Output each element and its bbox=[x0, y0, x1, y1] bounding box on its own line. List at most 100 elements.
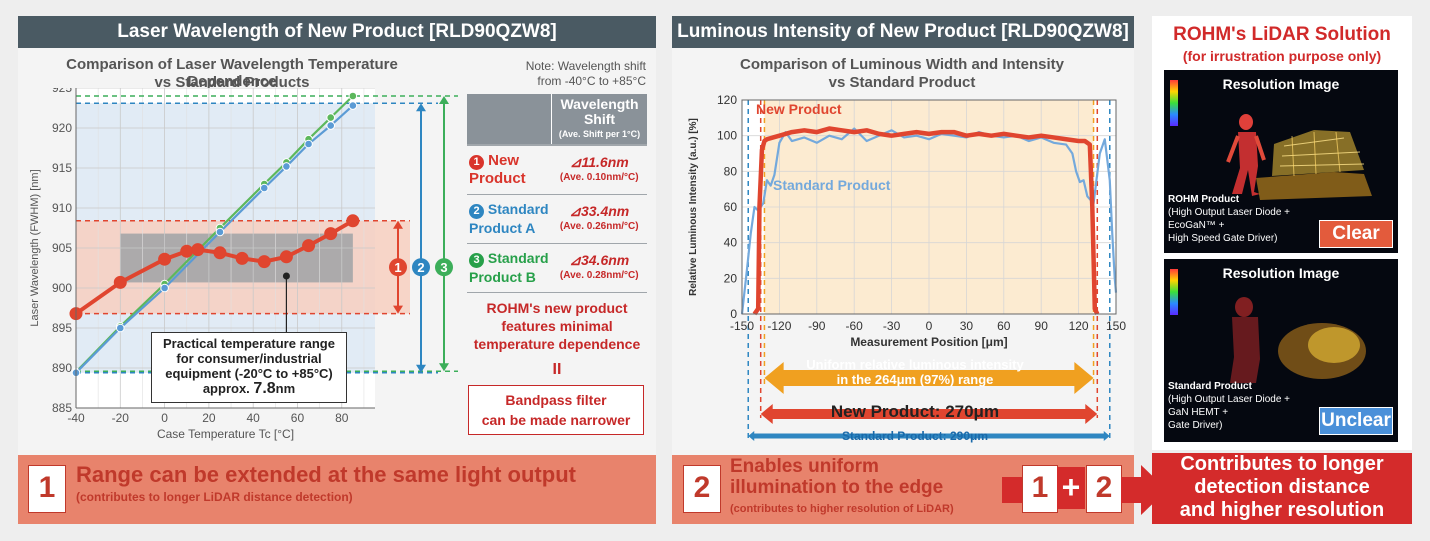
y-tick-label: 40 bbox=[724, 236, 738, 250]
callout-approx: approx. bbox=[202, 381, 250, 396]
y-tick-label: 890 bbox=[52, 361, 72, 375]
footer-number-1: 1 bbox=[28, 465, 66, 513]
data-point bbox=[180, 244, 194, 258]
footer-main-2-line-2: illumination to the edge bbox=[730, 477, 944, 498]
data-point bbox=[213, 246, 227, 260]
caption-standard: Standard Product (High Output Laser Diod… bbox=[1168, 380, 1290, 432]
callout-dot bbox=[282, 272, 290, 280]
luminous-chart: -150 -120 -90 -60 -30 0 30 60 90 120 150 0 20 40 60 80 1… bbox=[688, 93, 1126, 441]
arrow-label-standard: Standard Product: 290μm bbox=[841, 429, 989, 443]
arrow-label-uniform: Uniform relative luminous intensity in t… bbox=[760, 357, 1070, 387]
row-product-new: 1 New Product bbox=[467, 145, 552, 194]
callout-value: 7.8 bbox=[253, 380, 276, 397]
series-line bbox=[740, 127, 1118, 315]
pedestrian-car-scene-clear bbox=[1226, 114, 1372, 200]
row-shift-b: ⊿34.6nm (Ave. 0.28nm/°C) bbox=[552, 243, 648, 292]
range-arrow-head bbox=[439, 96, 449, 104]
data-point bbox=[348, 101, 358, 110]
y-tick-label: 925 bbox=[52, 88, 72, 95]
callout-line-1: Practical temperature range bbox=[163, 336, 335, 351]
row-name-1: Standard bbox=[487, 201, 549, 217]
panel1-header: Laser Wavelength of New Product [RLD90QZ… bbox=[18, 16, 656, 48]
uniform-range-arrow bbox=[764, 362, 1094, 394]
y-tick-label: 895 bbox=[52, 321, 72, 335]
combo-arrow-left bbox=[1002, 477, 1022, 503]
range-arrow-head bbox=[393, 305, 403, 314]
row-product-a: 2 Standard Product A bbox=[467, 194, 552, 243]
filter-line-1: Bandpass filter bbox=[505, 392, 607, 408]
arrow-label-uniform-2: in the 264μm (97%) range bbox=[836, 372, 994, 387]
callout-line-4: approx. 7.8nm bbox=[152, 380, 346, 397]
solution-title: ROHM's LiDAR Solution bbox=[1173, 24, 1391, 45]
x-tick-label: 0 bbox=[926, 319, 933, 333]
data-point bbox=[302, 239, 316, 253]
y-tick-label: 0 bbox=[730, 307, 737, 321]
combo-arrow-right-icon bbox=[1121, 477, 1141, 503]
result-line-3: and higher resolution bbox=[1179, 499, 1385, 521]
row-shift-value: ⊿34.6nm bbox=[569, 251, 630, 268]
row-shift-new: ⊿11.6nm (Ave. 0.10nm/°C) bbox=[552, 145, 648, 194]
row-name-2: Product A bbox=[469, 220, 536, 236]
table-header-row: Wavelength Shift (Ave. Shift per 1°C) bbox=[467, 94, 647, 145]
x-tick-label: -20 bbox=[112, 411, 130, 425]
footer-number-2: 2 bbox=[683, 465, 721, 513]
col-header-2: Shift bbox=[583, 110, 616, 127]
data-point bbox=[282, 162, 291, 171]
resolution-title: Resolution Image bbox=[1222, 76, 1340, 92]
data-point bbox=[160, 283, 169, 293]
row-name-1: New bbox=[488, 151, 520, 169]
series-number-badge bbox=[435, 258, 453, 277]
row-shift-ave: (Ave. 0.10nm/°C) bbox=[559, 171, 639, 183]
footer-sub-2: (contributes to higher resolution of LiD… bbox=[730, 503, 954, 515]
x-tick-label: 90 bbox=[1035, 319, 1049, 333]
x-tick-label: 20 bbox=[202, 411, 216, 425]
color-scale-icon bbox=[1170, 269, 1178, 315]
series-number-badge bbox=[412, 258, 430, 277]
resolution-image-standard: Resolution Image Standard Product (High … bbox=[1164, 259, 1398, 442]
table-row: 2 Standard Product A ⊿33.4nm (Ave. 0.26nm… bbox=[467, 194, 647, 243]
panel1-footer bbox=[18, 455, 656, 524]
bandpass-filter-box: Bandpass filter can be made narrower bbox=[468, 385, 644, 435]
wavelength-shift-table: Wavelength Shift (Ave. Shift per 1°C) 1 … bbox=[467, 94, 647, 293]
solution-subtitle: (for irrustration purpose only) bbox=[1182, 48, 1382, 64]
row-shift-a: ⊿33.4nm (Ave. 0.26nm/°C) bbox=[552, 194, 648, 243]
row-product-b: 3 Standard Product B bbox=[467, 243, 552, 292]
range-arrow-head bbox=[416, 364, 426, 373]
row-name-2: Product bbox=[469, 169, 526, 187]
resolution-title: Resolution Image bbox=[1222, 265, 1340, 281]
x-tick-label: 80 bbox=[335, 411, 349, 425]
pedestrian-car-scene-unclear bbox=[1230, 297, 1366, 383]
result-line-1: Contributes to longer bbox=[1180, 453, 1384, 475]
badge-unclear: Unclear bbox=[1319, 407, 1393, 435]
new-product-arrow bbox=[760, 404, 1098, 424]
x-tick-label: 0 bbox=[161, 411, 168, 425]
chart1-note-2: from -40°C to +85°C bbox=[537, 74, 646, 88]
data-point bbox=[346, 214, 360, 228]
col-header-1: Wavelength bbox=[560, 95, 639, 112]
data-point bbox=[113, 275, 127, 289]
series-number-label: 3 bbox=[440, 260, 447, 275]
conclusion-line-2: features minimal bbox=[501, 318, 613, 334]
x-tick-label: -150 bbox=[730, 319, 754, 333]
caption-line-3: EcoGaN™ + bbox=[1168, 220, 1225, 231]
x-tick-label: -90 bbox=[808, 319, 826, 333]
y-tick-label: 100 bbox=[717, 129, 737, 143]
conclusion-line-3: temperature dependence bbox=[473, 336, 641, 352]
data-point bbox=[304, 139, 313, 149]
caption-line-2: (High Output Laser Diode + bbox=[1168, 394, 1291, 405]
data-point bbox=[324, 227, 338, 241]
y-tick-label: 920 bbox=[52, 121, 72, 135]
chart1-note-1: Note: Wavelength shift bbox=[525, 59, 646, 73]
series-number-label: 2 bbox=[417, 260, 424, 275]
chart1-title-1: Comparison of Laser Wavelength Temperatu… bbox=[66, 56, 398, 90]
caption-title: Standard Product bbox=[1168, 381, 1252, 392]
y-axis-label: Relative Luminous Intensity (a.u.) [%] bbox=[688, 118, 699, 296]
x-tick-label: 120 bbox=[1069, 319, 1089, 333]
row-num-icon: 3 bbox=[469, 253, 484, 268]
chart2-title-1: Comparison of Luminous Width and Intensi… bbox=[739, 56, 1065, 73]
callout-unit: nm bbox=[275, 381, 296, 396]
y-tick-label: 120 bbox=[717, 93, 737, 107]
caption-line-2: (High Output Laser Diode + bbox=[1168, 207, 1291, 218]
data-point bbox=[326, 121, 336, 130]
x-tick-label: -30 bbox=[883, 319, 901, 333]
